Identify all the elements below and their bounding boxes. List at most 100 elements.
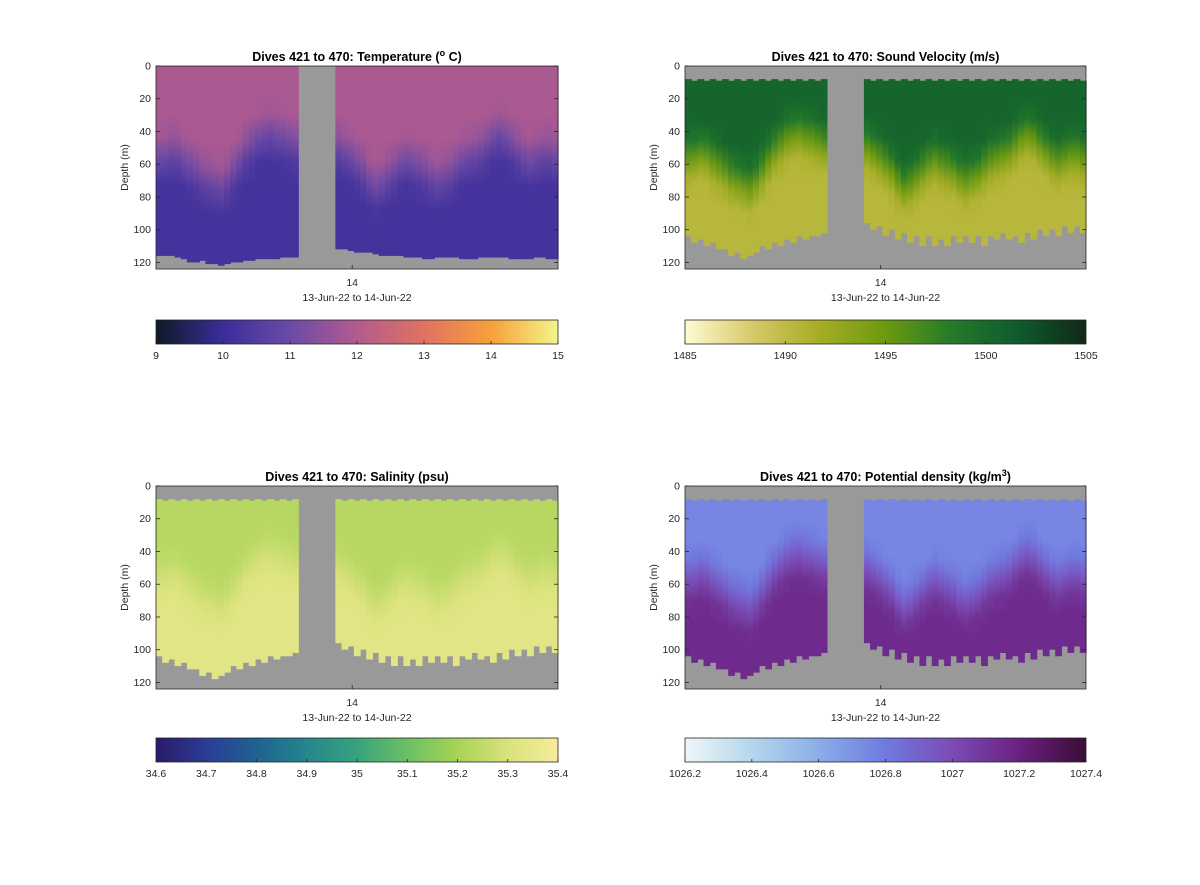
profile-column <box>279 66 287 258</box>
profile-column <box>913 499 921 657</box>
colorbar-tick-label: 1026.6 <box>803 768 835 780</box>
profile-column <box>1024 499 1032 653</box>
profile-column <box>919 80 927 247</box>
y-axis-label: Depth (m) <box>119 144 131 191</box>
colorbar <box>155 319 559 345</box>
profile-column <box>1067 500 1075 653</box>
profile-column <box>372 66 380 255</box>
colorbar-tick-label: 35.2 <box>447 768 468 780</box>
profile-column <box>397 66 404 256</box>
y-tick-label: 40 <box>668 126 680 138</box>
profile-column <box>508 499 516 650</box>
profile-column <box>254 499 262 660</box>
profile-column <box>508 66 516 260</box>
profile-column <box>993 80 1001 240</box>
profile-column <box>703 80 711 247</box>
y-tick-label: 100 <box>662 224 680 236</box>
profile-column <box>279 499 287 657</box>
profile-column <box>894 80 902 240</box>
profile-column <box>1005 500 1013 660</box>
profile-column <box>428 500 435 663</box>
colorbar <box>684 737 1087 763</box>
profile-column <box>520 499 528 650</box>
profile-column <box>347 66 355 251</box>
profile-column <box>1036 79 1044 230</box>
y-tick-label: 100 <box>662 644 680 656</box>
profile-column <box>1011 79 1019 237</box>
profile-column <box>285 66 293 258</box>
y-tick-label: 80 <box>668 611 680 623</box>
profile-column <box>230 499 237 667</box>
profile-column <box>452 500 460 667</box>
profile-column <box>353 66 361 253</box>
colorbar-tick-label: 12 <box>351 350 363 362</box>
profile-column <box>483 499 491 657</box>
profile-column <box>962 79 970 237</box>
y-tick-label: 80 <box>668 191 680 203</box>
x-axis-label: 13-Jun-22 to 14-Jun-22 <box>302 292 411 304</box>
colorbar-tick-label: 11 <box>285 350 296 362</box>
profile-column <box>156 66 163 256</box>
profile-column <box>870 80 877 230</box>
profile-column <box>434 499 442 657</box>
colorbar-tick-label: 34.8 <box>246 768 267 780</box>
profile-column <box>697 499 705 660</box>
y-tick-label: 80 <box>139 191 151 203</box>
profile-column <box>999 79 1007 233</box>
profile-column <box>765 80 772 250</box>
profile-column <box>691 80 698 243</box>
profile-column <box>1061 499 1069 647</box>
profile-column <box>248 500 256 667</box>
profile-column <box>186 66 194 263</box>
profile-column <box>391 500 398 667</box>
profile-column <box>533 499 541 647</box>
profile-column <box>802 500 809 660</box>
profile-column <box>956 500 964 663</box>
profile-column <box>483 66 491 258</box>
profile-column <box>465 66 473 260</box>
profile-column <box>734 499 742 673</box>
colorbar-tick-label: 1026.4 <box>736 768 768 780</box>
profile-column <box>1005 80 1013 240</box>
y-tick-label: 120 <box>133 677 151 689</box>
profile-column <box>808 79 816 237</box>
profile-column <box>1055 500 1062 657</box>
profile-column <box>900 79 908 233</box>
profile-column <box>193 499 200 670</box>
profile-column <box>981 80 988 247</box>
profile-column <box>224 66 231 265</box>
profile-column <box>335 66 343 250</box>
profile-columns <box>156 499 559 680</box>
profile-column <box>440 500 448 663</box>
profile-column <box>1042 500 1050 657</box>
profile-column <box>477 500 485 660</box>
profile-column <box>715 500 723 670</box>
profile-column <box>551 500 559 653</box>
profile-column <box>783 79 791 240</box>
profile-column <box>217 66 225 266</box>
profile-column <box>527 66 534 260</box>
profile-column <box>459 66 466 260</box>
y-tick-label: 60 <box>668 579 680 591</box>
profile-column <box>174 500 182 667</box>
profile-column <box>205 66 213 265</box>
profile-column <box>403 500 411 667</box>
profile-column <box>820 79 828 233</box>
profile-column <box>987 79 995 237</box>
profile-column <box>919 500 927 667</box>
colorbar-tick-label: 13 <box>418 350 430 362</box>
profile-column <box>292 66 299 258</box>
profile-column <box>685 499 692 657</box>
colorbar-tick-label: 1490 <box>774 350 798 362</box>
profile-column <box>888 499 896 650</box>
profile-column <box>403 66 411 258</box>
y-tick-label: 40 <box>139 126 151 138</box>
profile-column <box>446 66 454 258</box>
profile-column <box>950 499 958 657</box>
profile-column <box>465 500 473 660</box>
profile-column <box>162 66 169 256</box>
profile-column <box>180 66 188 260</box>
profile-column <box>242 66 250 261</box>
profile-column <box>366 500 374 660</box>
